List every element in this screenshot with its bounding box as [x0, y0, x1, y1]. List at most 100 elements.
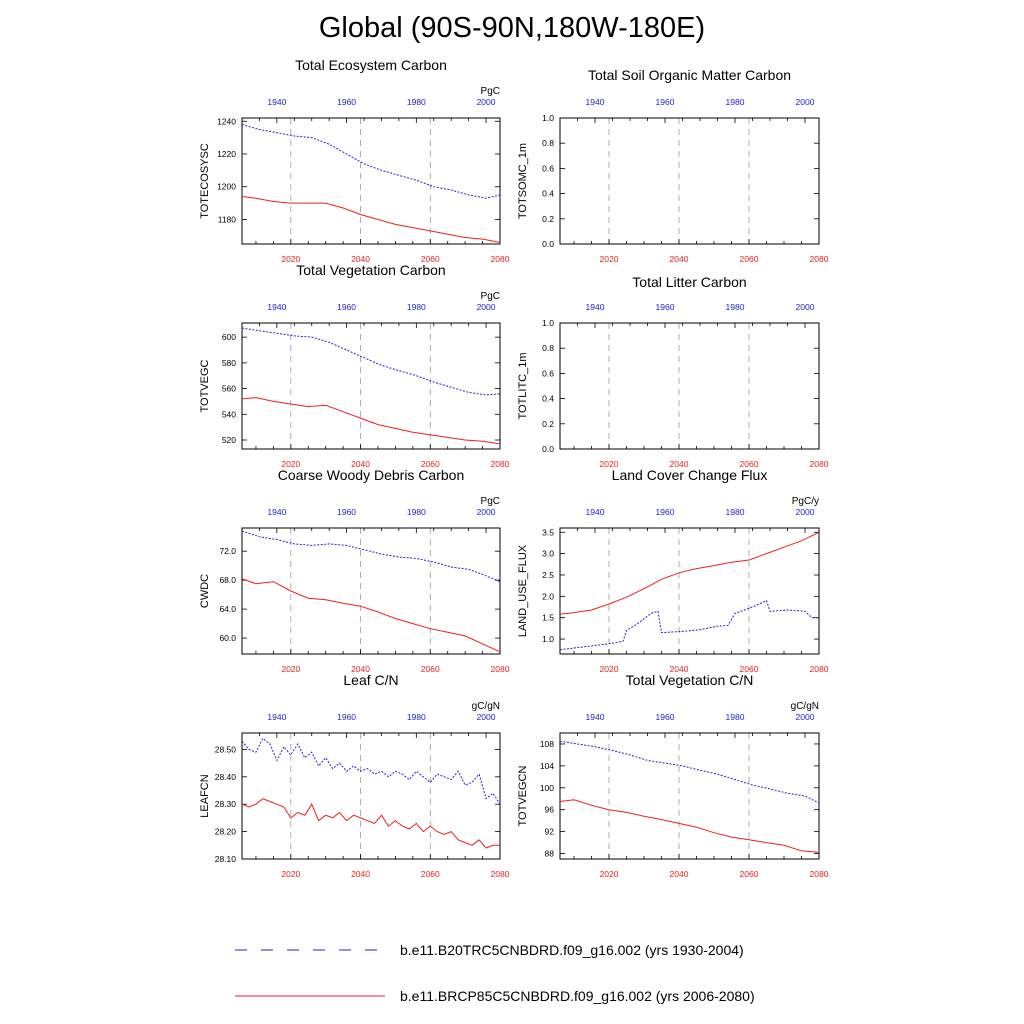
series-line-historical [241, 530, 501, 583]
x-tick-label-top: 1940 [267, 712, 286, 722]
y-tick-label: 104 [540, 761, 554, 771]
chart-title: Total Ecosystem Carbon [295, 57, 447, 73]
y-tick-label: 3.0 [542, 549, 554, 559]
series-line-historical [241, 737, 501, 805]
x-tick-label-top: 1940 [267, 97, 286, 107]
chart-panel-6: Land Cover Change Flux PgC/y LAND_USE_FLUX… [517, 467, 829, 674]
x-tick-label-bottom: 2060 [740, 664, 759, 674]
x-tick-label-bottom: 2020 [281, 869, 300, 879]
y-tick-label: 0.2 [542, 214, 554, 224]
y-axis-label: TOTVEGC [199, 359, 211, 412]
y-axis-label: LAND_USE_FLUX [517, 544, 529, 637]
x-tick-label-bottom: 2020 [600, 869, 619, 879]
chart-title: Leaf C/N [343, 672, 398, 688]
x-tick-label-top: 1960 [656, 712, 675, 722]
x-tick-label-bottom: 2080 [491, 664, 510, 674]
x-tick-label-top: 1960 [656, 302, 675, 312]
page-title: Global (90S-90N,180W-180E) [318, 12, 706, 44]
chart-panel-3: Total Vegetation Carbon PgC TOTVEGC 2020 204… [199, 262, 510, 469]
y-tick-label: 28.10 [215, 854, 237, 864]
x-tick-label-top: 1960 [337, 302, 356, 312]
y-tick-label: 1180 [218, 214, 237, 224]
x-tick-label-top: 2000 [477, 507, 496, 517]
chart-title: Total Soil Organic Matter Carbon [588, 67, 791, 83]
y-tick-label: 580 [222, 358, 236, 368]
chart-panel-8: Total Vegetation C/N gC/gN TOTVEGCN 2020 204… [517, 672, 829, 879]
x-tick-label-bottom: 2040 [670, 664, 689, 674]
x-tick-label-bottom: 2060 [421, 664, 440, 674]
y-tick-label: 0.4 [542, 394, 554, 404]
x-tick-label-bottom: 2060 [421, 459, 440, 469]
legend-label-series1: b.e11.B20TRC5CNBDRD.f09_g16.002 (yrs 193… [400, 942, 744, 958]
x-tick-label-bottom: 2040 [351, 869, 370, 879]
x-tick-label-top: 1980 [407, 97, 426, 107]
y-tick-label: 64.0 [219, 604, 236, 614]
y-tick-label: 92 [545, 827, 555, 837]
x-tick-label-top: 1940 [267, 302, 286, 312]
series-line-rcp85 [241, 397, 501, 445]
y-tick-label: 560 [222, 384, 236, 394]
legend: b.e11.B20TRC5CNBDRD.f09_g16.002 (yrs 193… [235, 942, 755, 1004]
x-tick-label-bottom: 2080 [491, 869, 510, 879]
series-line-rcp85 [559, 531, 820, 615]
x-tick-label-top: 1960 [337, 97, 356, 107]
x-tick-label-top: 1940 [586, 302, 605, 312]
plot-frame [559, 732, 820, 860]
chart-title: Total Vegetation C/N [626, 672, 754, 688]
y-tick-label: 540 [222, 409, 236, 419]
y-tick-label: 2.5 [542, 570, 554, 580]
x-tick-label-bottom: 2020 [281, 254, 300, 264]
y-tick-label: 2.0 [542, 591, 554, 601]
x-tick-label-top: 1940 [586, 97, 605, 107]
chart-title: Total Vegetation Carbon [296, 262, 445, 278]
y-tick-label: 0.4 [542, 189, 554, 199]
series-line-rcp85 [241, 578, 501, 653]
series-line-historical [241, 327, 501, 396]
y-tick-label: 3.5 [542, 527, 554, 537]
y-axis-label: LEAFCN [199, 774, 211, 817]
x-tick-label-bottom: 2060 [421, 254, 440, 264]
y-axis-label: TOTLITC_1m [517, 352, 529, 419]
x-tick-label-top: 1980 [407, 507, 426, 517]
chart-panel-1: Total Ecosystem Carbon PgC TOTECOSYSC 2020 2… [199, 57, 510, 264]
x-tick-label-top: 1940 [586, 712, 605, 722]
y-tick-label: 100 [540, 783, 554, 793]
y-tick-label: 1200 [217, 182, 236, 192]
y-tick-label: 520 [222, 435, 236, 445]
y-tick-label: 600 [222, 332, 236, 342]
y-tick-label: 0.2 [542, 419, 554, 429]
y-tick-label: 0.6 [542, 368, 554, 378]
y-tick-label: 0.8 [542, 343, 554, 353]
x-tick-label-bottom: 2060 [740, 254, 759, 264]
x-tick-label-top: 1980 [726, 712, 745, 722]
y-tick-label: 0.6 [542, 163, 554, 173]
y-tick-label: 0.0 [542, 239, 554, 249]
x-tick-label-top: 2000 [477, 97, 496, 107]
x-tick-label-top: 1960 [337, 712, 356, 722]
x-tick-label-bottom: 2060 [421, 869, 440, 879]
x-tick-label-bottom: 2040 [351, 254, 370, 264]
charts-area: Total Ecosystem Carbon PgC TOTECOSYSC 2020 2… [199, 57, 829, 879]
units-label: gC/gN [791, 701, 819, 712]
y-tick-label: 28.40 [215, 772, 237, 782]
y-tick-label: 1.0 [542, 634, 554, 644]
series-line-rcp85 [559, 799, 820, 853]
plot-frame [559, 117, 820, 245]
units-label: gC/gN [472, 701, 500, 712]
series-line-historical [559, 740, 820, 804]
y-axis-label: TOTSOMC_1m [517, 143, 529, 219]
plot-frame [241, 527, 501, 655]
x-tick-label-bottom: 2020 [281, 459, 300, 469]
y-axis-label: TOTVEGCN [517, 765, 529, 826]
chart-title: Total Litter Carbon [632, 274, 746, 290]
chart-panel-5: Coarse Woody Debris Carbon PgC CWDC 2020 204… [199, 467, 510, 674]
x-tick-label-top: 2000 [796, 712, 815, 722]
x-tick-label-top: 1960 [656, 97, 675, 107]
y-tick-label: 68.0 [219, 575, 236, 585]
x-tick-label-top: 1940 [586, 507, 605, 517]
x-tick-label-bottom: 2080 [491, 254, 510, 264]
x-tick-label-bottom: 2060 [740, 869, 759, 879]
plot-frame [241, 117, 501, 245]
x-tick-label-bottom: 2080 [810, 869, 829, 879]
y-tick-label: 0.0 [542, 444, 554, 454]
